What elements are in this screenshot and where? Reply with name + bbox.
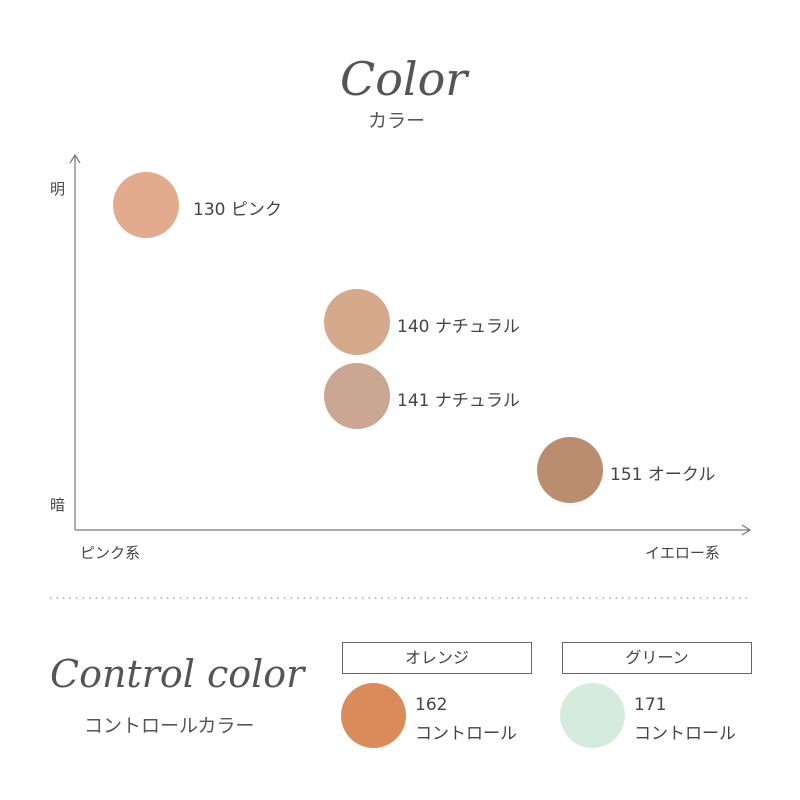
swatch-171 [560,683,625,748]
swatch-151 [537,437,603,503]
label-151: 151 オークル [610,465,716,485]
control-title: Control color [50,652,305,696]
number-162: 162 [415,695,448,715]
orange-header: オレンジ [342,642,532,674]
x-right-label: イエロー系 [645,544,720,562]
swatch-141 [324,363,390,429]
color-title: Color [340,52,468,106]
name-171: コントロール [634,724,736,744]
control-subtitle: コントロールカラー [84,715,255,737]
y-axis-arrow-icon [69,153,81,164]
y-bottom-label: 暗 [50,496,66,514]
y-top-label: 明 [50,180,66,198]
number-171: 171 [634,695,667,715]
swatch-130 [113,172,179,238]
x-left-label: ピンク系 [80,544,141,562]
color-subtitle: カラー [368,110,426,132]
label-140: 140 ナチュラル [397,317,520,337]
x-axis-arrow-icon [741,524,752,536]
label-130: 130 ピンク [193,200,282,220]
swatch-140 [324,289,390,355]
label-141: 141 ナチュラル [397,391,520,411]
green-header: グリーン [562,642,752,674]
name-162: コントロール [415,724,517,744]
swatch-162 [341,683,406,748]
